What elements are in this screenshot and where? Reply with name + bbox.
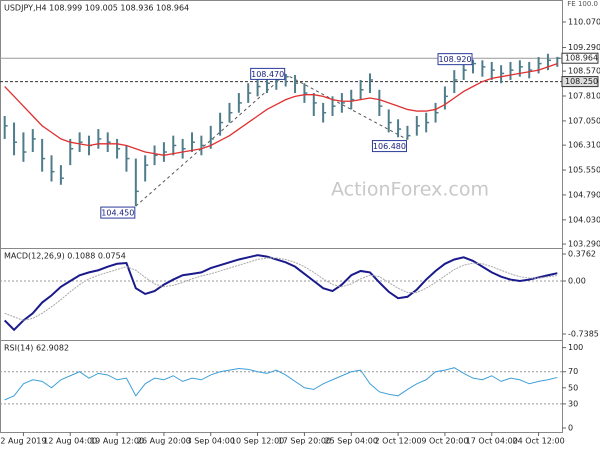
y-tick-label: 103.290: [568, 240, 600, 249]
annotation-label: 106.480: [373, 142, 406, 151]
y-tick-label: 104.030: [568, 215, 600, 224]
annotation-box: [437, 53, 473, 66]
annotation-box: [250, 67, 286, 80]
x-tick-label: 9 Oct 20:00: [421, 437, 468, 446]
price-tag-label: 108.250: [565, 77, 598, 86]
indicator-line: [4, 257, 558, 321]
y-tick-label: 107.810: [568, 92, 600, 101]
y-tick-label: 108.570: [568, 67, 600, 76]
y-tick-label: 105.550: [568, 166, 600, 175]
panel-title: RSI(14) 62.9082: [4, 344, 69, 353]
y-tick-label: 50: [568, 383, 578, 392]
y-tick-label: 0.00: [568, 277, 586, 286]
x-tick-label: 19 Aug 12:00: [90, 437, 144, 446]
y-tick-label: -0.7385: [568, 330, 599, 339]
label-right: FE 100.0: [567, 0, 598, 8]
x-tick-label: 24 Oct 12:00: [513, 437, 565, 446]
x-tick-label: 10 Sep 12:00: [231, 437, 284, 446]
annotation-box: [371, 140, 407, 153]
x-tick-label: 17 Oct 04:00: [466, 437, 518, 446]
y-tick-label: 107.050: [568, 116, 600, 125]
y-tick-label: 106.310: [568, 141, 600, 150]
price-tag: [561, 52, 599, 64]
y-tick-label: 100: [568, 343, 583, 352]
y-tick-label: 110.070: [568, 17, 600, 26]
annotation-box: [100, 206, 136, 219]
indicator-line: [3, 254, 558, 332]
x-tick-label: 26 Aug 20:00: [137, 437, 191, 446]
price-tag-label: 108.964: [565, 54, 598, 63]
indicator-line: [4, 367, 558, 401]
annotation-label: 108.920: [438, 55, 471, 64]
x-tick-label: 17 Sep 20:00: [278, 437, 331, 446]
y-tick-label: 70: [568, 367, 578, 376]
price-tag: [561, 76, 599, 88]
moving-average: [4, 62, 558, 156]
panel-frame: [0, 340, 563, 433]
x-tick-label: 3 Sep 04:00: [187, 437, 235, 446]
y-tick-label: 0: [568, 423, 573, 432]
y-tick-label: 104.790: [568, 190, 600, 199]
panel-title: MACD(12,26,9) 0.1088 0.0754: [4, 252, 126, 261]
panel-title: USDJPY,H4 108.999 109.005 108.936 108.96…: [4, 4, 189, 13]
x-tick-label: 2 Aug 2019: [0, 437, 46, 446]
y-tick-label: 109.290: [568, 43, 600, 52]
y-tick-label: 30: [568, 399, 578, 408]
annotation-label: 108.470: [251, 70, 284, 79]
annotation-label: 104.450: [101, 209, 134, 218]
x-tick-label: 12 Aug 04:00: [43, 437, 97, 446]
x-tick-label: 25 Sep 04:00: [325, 437, 378, 446]
x-tick-label: 2 Oct 12:00: [375, 437, 422, 446]
watermark: ActionForex.com: [331, 179, 489, 201]
y-tick-label: 0.3762: [568, 250, 596, 259]
